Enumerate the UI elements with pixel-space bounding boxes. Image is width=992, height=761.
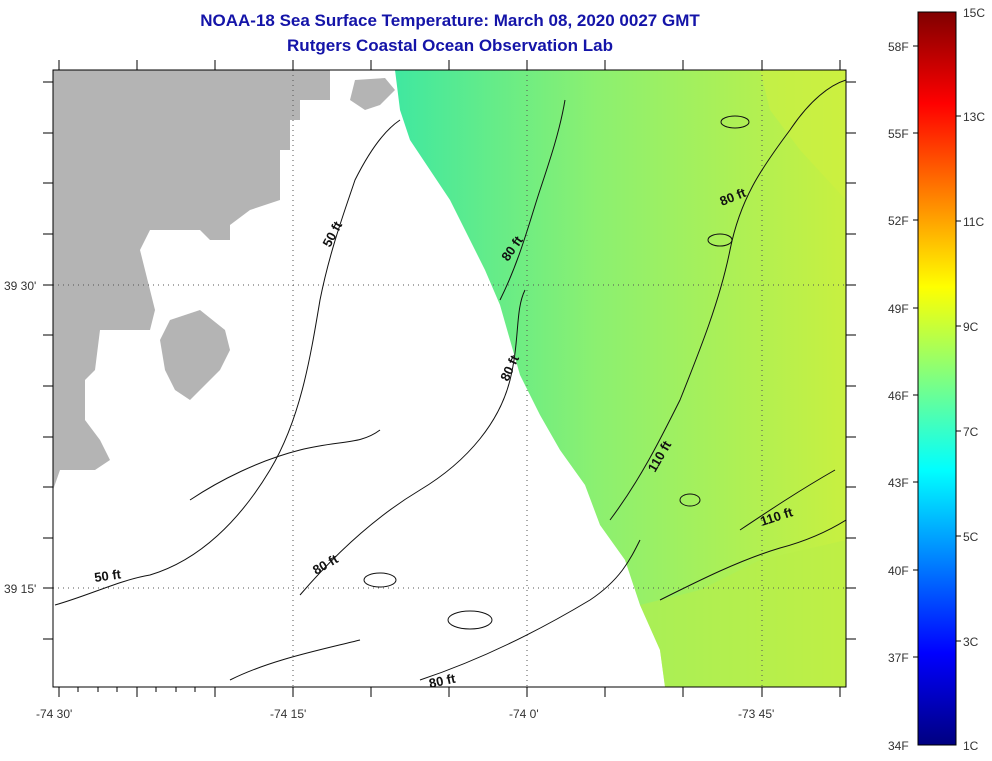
cb-f-label: 37F — [888, 651, 909, 665]
sst-warm-band-north — [760, 70, 846, 200]
land-island — [160, 310, 230, 400]
lon-label: -74 0' — [509, 707, 539, 721]
land-small — [350, 78, 395, 110]
graticule — [53, 70, 846, 687]
cb-f-label: 43F — [888, 476, 909, 490]
axis-ticks — [43, 60, 856, 697]
colorbar — [917, 11, 957, 746]
sst-warm-band — [640, 540, 846, 687]
contour-label: 80 ft — [428, 671, 458, 691]
cb-f-label: 58F — [888, 40, 909, 54]
cb-c-label: 13C — [963, 110, 985, 124]
colorbar-f-labels: 58F 55F 52F 49F 46F 43F 40F 37F 34F — [888, 40, 909, 753]
cb-c-label: 7C — [963, 425, 979, 439]
land-mass — [53, 70, 330, 490]
cb-c-label: 3C — [963, 635, 979, 649]
cb-c-label: 5C — [963, 530, 979, 544]
cb-f-label: 52F — [888, 214, 909, 228]
cb-c-label: 11C — [963, 215, 984, 229]
cb-c-label: 1C — [963, 739, 979, 753]
cb-f-label: 34F — [888, 739, 909, 753]
lon-label: -73 45' — [738, 707, 774, 721]
lon-label: -74 15' — [270, 707, 306, 721]
cb-c-label: 15C — [963, 6, 985, 20]
cb-f-label: 40F — [888, 564, 909, 578]
cb-f-label: 55F — [888, 127, 909, 141]
colorbar-ticks — [913, 45, 961, 658]
contour-label: 50 ft — [93, 566, 122, 585]
chart-title: NOAA-18 Sea Surface Temperature: March 0… — [200, 11, 700, 30]
colorbar-c-labels: 15C 13C 11C 9C 7C 5C 3C 1C — [963, 6, 985, 753]
lat-label: 39 30' — [4, 279, 36, 293]
cb-f-label: 49F — [888, 302, 909, 316]
cb-f-label: 46F — [888, 389, 909, 403]
lon-label: -74 30' — [36, 707, 72, 721]
bathymetry-contours — [54, 79, 846, 681]
cb-c-label: 9C — [963, 320, 979, 334]
lat-label: 39 15' — [4, 582, 36, 596]
chart-subtitle: Rutgers Coastal Ocean Observation Lab — [287, 36, 613, 55]
sst-field — [395, 70, 846, 687]
